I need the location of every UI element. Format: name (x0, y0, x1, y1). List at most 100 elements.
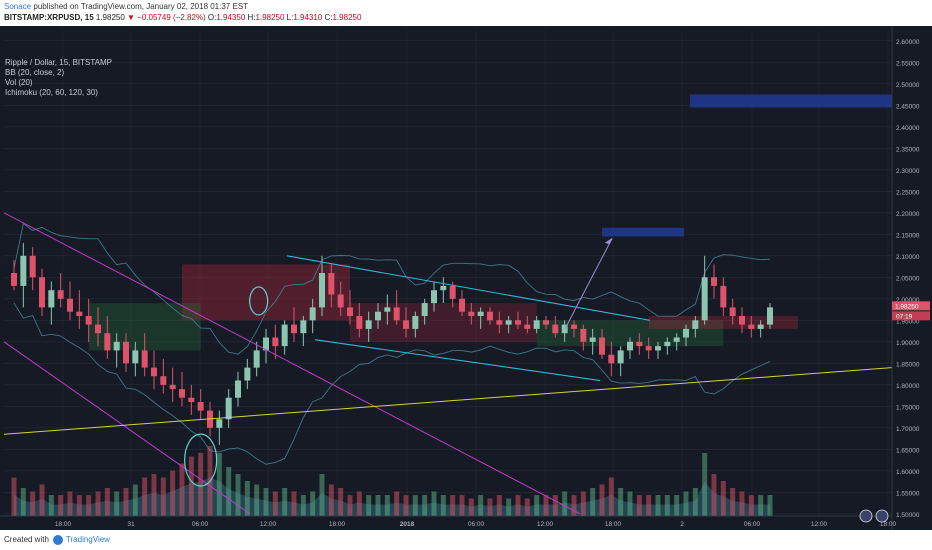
volume-bar (468, 498, 474, 516)
price-change: ▼ −0.05749 (−2.82%) (127, 13, 206, 22)
volume-bars (11, 446, 773, 516)
candle-body (141, 350, 148, 368)
candle-body (496, 320, 503, 325)
chart-panel[interactable]: 1.50000 1.55000 1.60000 1.65000 1.70000 1.750… (0, 26, 932, 530)
price-tick-label: 2.60000 (896, 39, 920, 46)
candle-body (524, 324, 531, 329)
price-tick-label: 1.55000 (896, 490, 920, 497)
candle-body (123, 341, 129, 364)
close-label: C: (324, 13, 333, 22)
open-value: 1.94350 (216, 13, 246, 22)
legend-main[interactable]: Ripple / Dollar, 15, BITSTAMP (5, 58, 112, 67)
last-price: 1.98250 (95, 13, 125, 22)
volume-bar (524, 498, 530, 516)
author-link[interactable]: Sonace (4, 2, 32, 11)
candle-body (39, 277, 45, 308)
volume-bar (123, 488, 129, 516)
candle-body (384, 307, 391, 312)
drawings[interactable] (3, 212, 893, 515)
time-tick-label: 12:00 (811, 521, 828, 528)
candle-body (701, 277, 708, 321)
time-tick-label: 2 (680, 521, 684, 528)
candle-body (757, 324, 764, 329)
volume-bar (235, 474, 241, 516)
candle-body (160, 376, 167, 385)
volume-bar (179, 463, 185, 516)
created-with-text: Created with (4, 535, 49, 545)
candle-body (664, 341, 671, 347)
volume-bar (655, 495, 661, 516)
volume-bar (739, 491, 745, 516)
publish-info: Sonace published on TradingView.com, Jan… (4, 2, 248, 11)
candle-body (151, 367, 157, 377)
candle-body (617, 350, 624, 364)
tradingview-link[interactable]: TradingView (65, 535, 110, 545)
candle-body (263, 337, 269, 351)
candle-body (347, 307, 353, 317)
volume-bar (674, 495, 680, 516)
volume-bar (636, 495, 642, 516)
tradingview-logo-icon (52, 535, 63, 545)
legend-vol[interactable]: Vol (20) (5, 78, 33, 87)
candle-body (561, 324, 568, 334)
candle-body (533, 320, 540, 329)
candles (11, 242, 773, 446)
volume-bar (646, 495, 652, 516)
candle-body (403, 320, 409, 329)
candle-body (431, 290, 437, 304)
volume-bar (198, 453, 204, 516)
candle-body (309, 307, 316, 321)
volume-bar (758, 495, 764, 516)
candle-body (179, 389, 185, 398)
flag-icon (875, 509, 889, 523)
candle-body (104, 333, 111, 351)
bollinger-bands (13, 222, 771, 465)
candle-body (375, 311, 381, 321)
price-tick-label: 2.35000 (896, 146, 920, 153)
candle-body (515, 320, 521, 325)
volume-bar (39, 484, 45, 516)
target-zones[interactable] (602, 94, 892, 237)
legend-bb[interactable]: BB (20, close, 2) (5, 68, 65, 77)
candle-body (169, 384, 176, 390)
symbol-label: BITSTAMP:XRPUSD, 15 (4, 13, 94, 22)
chart-background (0, 26, 932, 530)
price-tick-label: 1.90000 (896, 340, 920, 347)
candle-body (319, 273, 325, 308)
candle-body (188, 397, 195, 403)
candle-body (767, 307, 773, 325)
volume-bar (291, 491, 297, 516)
time-tick-label: 06:00 (744, 521, 761, 528)
volume-bar (114, 491, 120, 516)
annotation-circle-volume (184, 433, 218, 487)
volume-bar (552, 495, 558, 516)
target-zone-upper (690, 94, 892, 108)
volume-bar (310, 491, 316, 516)
candle-body (253, 350, 260, 368)
bb-lower-line (13, 302, 771, 465)
candle-body (468, 311, 475, 317)
volume-bar (11, 477, 17, 516)
volume-bar (20, 488, 26, 516)
candle-body (76, 311, 83, 317)
candle-body (683, 328, 689, 338)
volume-bar (496, 495, 502, 516)
legend-ichimoku[interactable]: Ichimoku (20, 60, 120, 30) (5, 88, 98, 97)
price-tick-label: 2.00000 (896, 297, 920, 304)
price-tick-label: 1.70000 (896, 426, 920, 433)
candle-body (711, 277, 717, 286)
volume-bar (76, 495, 82, 516)
volume-bar (160, 477, 166, 516)
candle-body (356, 316, 363, 329)
volume-bar (748, 495, 754, 516)
price-axis-bg (892, 26, 932, 530)
price-tick-label: 2.15000 (896, 232, 920, 239)
candle-body (216, 419, 223, 428)
candle-body (459, 298, 465, 312)
candle-body (113, 341, 120, 351)
time-tick-label: 18:00 (880, 521, 897, 528)
volume-bar (431, 491, 437, 516)
volume-bar (95, 491, 101, 516)
high-value: 1.98250 (255, 13, 285, 22)
price-chart[interactable]: 1.50000 1.55000 1.60000 1.65000 1.70000 1.750… (0, 26, 932, 530)
